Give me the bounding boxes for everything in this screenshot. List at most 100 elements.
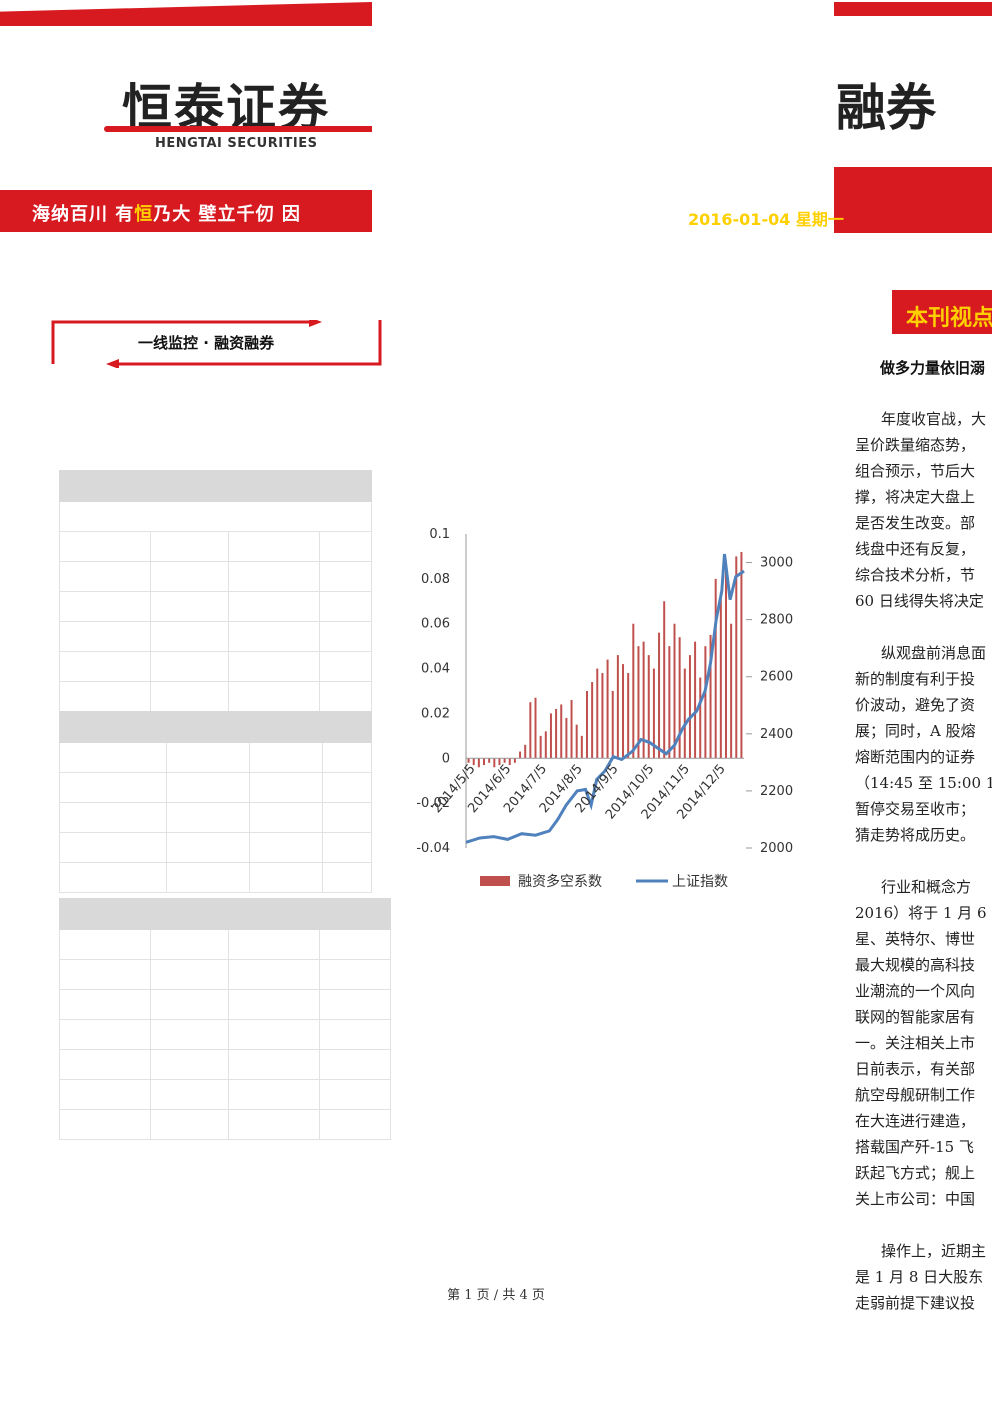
chart-bar [596,668,599,759]
chart-bar [719,592,722,759]
header-banner-right: 融券 [834,0,992,235]
logo-underline [104,126,372,132]
chart-bar [632,623,635,759]
company-logo-fragment: 融券 [836,79,936,137]
chart-bar [688,655,691,759]
chart-bar [735,556,738,759]
margin-table-3 [59,898,391,1140]
chart-bar [709,634,712,759]
chart-bar [740,551,743,759]
chart-bar [673,623,676,759]
chart-bar [488,758,491,763]
page-footer: 第 1 页 / 共 4 页 [447,1288,545,1303]
y-left-tick-label: 0.1 [429,527,450,542]
arrow-frame-icon [51,320,382,368]
chart-bar [570,699,573,759]
chart-bar [678,637,681,759]
chart-bar [534,697,537,759]
y-right-tick-label: 2200 [760,784,793,799]
chart-bar [622,664,625,759]
chart-bar [704,646,707,759]
issue-date: 2016-01-04 星期一 [688,210,844,229]
chart-bar [575,724,578,759]
chart-bar [477,758,480,768]
y-right-tick-label: 2000 [760,841,793,856]
y-left-tick-label: 0.06 [421,617,450,632]
chart-bar [524,744,527,759]
y-right-tick-label: 2800 [760,613,793,628]
section-label: 一线监控 · 融资融券 [138,334,275,352]
chart-bar [724,560,727,759]
chart-bar [637,646,640,759]
chart-bar [467,758,470,763]
y-right-tick-label: 2400 [760,727,793,742]
header-top-stripe-right [834,2,992,16]
y-left-tick-label: 0.08 [421,572,450,587]
chart-svg: 0.1 0.08 0.06 0.04 0.02 0 -0.02 -0.04 3000 2800 2… [416,527,793,890]
article-paragraph-1: 年度收官战，大 呈价跌量缩态势， 组合预示，节后大 撑，将决定大盘上 是否发生改变。… [855,410,987,610]
chart-bar [606,659,609,759]
chart-bar [539,735,542,759]
chart-bar [658,632,661,759]
chart-bar [519,751,522,759]
table-header [59,470,372,502]
chart-bar [493,758,496,768]
chart-bar [498,758,501,766]
article-paragraph-4: 操作上，近期主 是 1 月 8 日大股东 走弱前提下建议投 [855,1242,987,1312]
table-row [59,501,372,532]
y-left-tick-label: 0.02 [421,706,450,721]
badge-label: 本刊视点 [906,306,992,331]
article-paragraph-3: 行业和概念方 2016）将于 1 月 6 星、英特尔、博世 最大规模的高科技 业潮流… [855,878,987,1208]
chart-bar [694,641,697,759]
legend-label-line: 上证指数 [672,874,728,890]
header-top-stripe [0,2,372,26]
chart-bar [483,758,486,766]
chart-bar [555,708,558,759]
chart-bar [663,601,666,759]
chart-bar [683,668,686,759]
header-red-block [834,167,992,233]
margin-table-2 [59,711,372,893]
y-right-tick-label: 3000 [760,556,793,571]
chart-bar [627,673,630,759]
header-banner: 恒泰证券 HENGTAI SECURITIES 海纳百川 有恒乃大 壁立千仞 因 [0,0,372,235]
chart-bar [585,691,588,759]
chart-bar [472,758,475,766]
chart-bar [513,758,516,763]
table-header [59,711,372,743]
chart-bar [591,682,594,759]
table-cell [59,531,151,562]
y-left-tick-label: -0.02 [416,796,450,811]
y-right-tick-label: 2600 [760,670,793,685]
y-left-tick-label: 0.04 [421,662,450,677]
chart-bar [611,691,614,759]
chart-bar [508,758,511,766]
slogan-bar [0,190,372,232]
article-title: 做多力量依旧溺 [880,359,986,377]
y-left-tick-label: -0.04 [416,841,450,856]
chart-bar [503,758,506,763]
margin-table-1 [59,470,372,712]
chart-bar [699,677,702,759]
chart-bar [647,655,650,759]
article-paragraph-2: 纵观盘前消息面 新的制度有利于投 价波动，避免了资 展；同时，A 股熔 熔断范围内的… [855,644,992,844]
slogan: 海纳百川 有恒乃大 壁立千仞 因 [32,204,301,225]
chart-bar [529,702,532,759]
chart-bar [560,704,563,759]
margin-index-chart: 0.1 0.08 0.06 0.04 0.02 0 -0.02 -0.04 3000 2800 2… [410,520,810,900]
chart-bar [565,717,568,759]
chart-bar [642,641,645,759]
y-left-tick-label: 0 [442,751,450,766]
chart-bar [652,668,655,759]
index-line [465,553,745,844]
chart-bar [714,578,717,759]
chart-bar [549,713,552,759]
table-header [59,898,391,930]
legend-label-bars: 融资多空系数 [518,873,602,890]
chart-bar [668,646,671,759]
section-label-frame: 一线监控 · 融资融券 [50,320,382,368]
chart-bar [544,731,547,759]
legend-swatch-bars [480,876,510,886]
company-logo-english: HENGTAI SECURITIES [155,136,318,151]
chart-bar [616,655,619,759]
